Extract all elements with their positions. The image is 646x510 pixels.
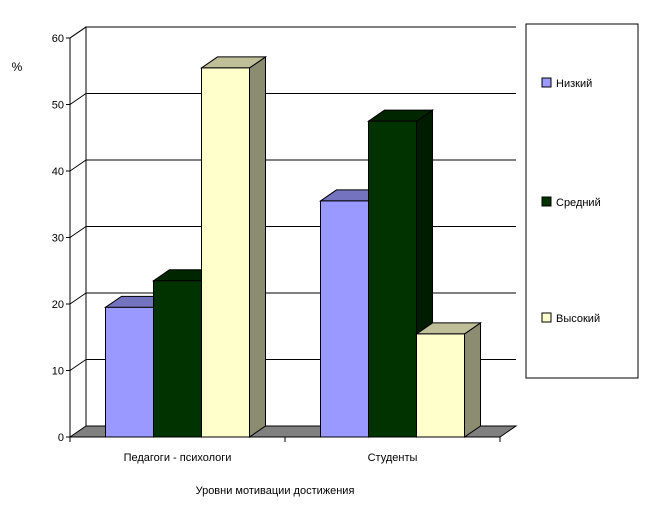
x-category-label: Педагоги - психологи (124, 452, 232, 464)
gridline-side (69, 359, 87, 371)
bar-2-2 (366, 109, 435, 438)
legend-swatch-2 (541, 196, 552, 207)
gridline-side (69, 93, 87, 105)
y-tick-label: 60 (52, 33, 64, 45)
gridline-side (69, 159, 87, 172)
gridline-side (69, 26, 87, 39)
gridline-side (69, 226, 87, 238)
y-tick-label: 40 (52, 166, 64, 178)
legend-swatch-3 (541, 312, 552, 323)
legend-swatch-1 (541, 77, 552, 88)
y-tick-label: 0 (58, 432, 64, 444)
y-tick-label: 30 (52, 233, 64, 245)
y-tick-label: 50 (52, 100, 64, 112)
y-tick-label: 10 (52, 366, 64, 378)
y-axis-title: % (12, 60, 23, 74)
y-tick-label: 20 (52, 299, 64, 311)
gridline-side (69, 292, 87, 305)
legend-label-2: Средний (556, 197, 601, 209)
bar-3-2 (414, 321, 483, 438)
x-axis-title: Уровни мотивации достижения (196, 485, 355, 497)
legend-label-1: Низкий (556, 78, 592, 90)
x-category-label: Студенты (368, 452, 418, 464)
bar-3-1 (199, 55, 268, 438)
legend-label-3: Высокий (556, 313, 600, 325)
